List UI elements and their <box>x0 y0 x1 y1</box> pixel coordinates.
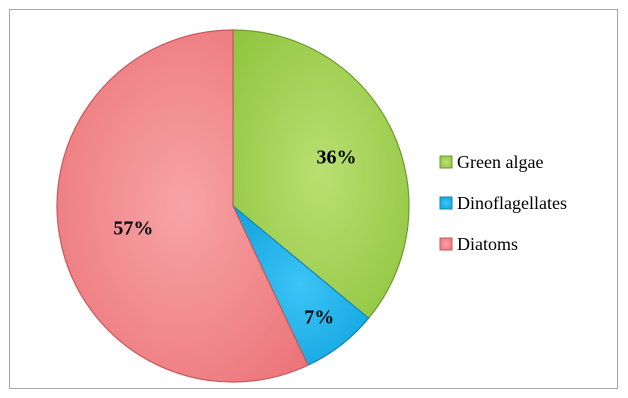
pie-slices <box>56 29 410 383</box>
legend-label-green-algae: Green algae <box>457 152 543 172</box>
legend-label-diatoms: Diatoms <box>457 234 518 254</box>
pie-slice-green-algae <box>232 29 410 320</box>
legend-label-dinoflagellates: Dinoflagellates <box>457 193 567 213</box>
slice-value-label-diatoms: 57% <box>113 217 153 239</box>
pie-slice-diatoms <box>56 29 309 383</box>
slice-value-label-green-algae: 36% <box>317 146 357 168</box>
pie-slice-labels: 36% 7% 57% <box>113 146 356 328</box>
slice-value-label-dinoflagellates: 7% <box>304 306 334 328</box>
legend-swatch-green-algae <box>439 155 453 169</box>
legend-swatch-dinoflagellates <box>439 196 453 210</box>
legend: Green algae Dinoflagellates Diatoms <box>439 152 567 254</box>
legend-swatch-diatoms <box>439 237 453 251</box>
